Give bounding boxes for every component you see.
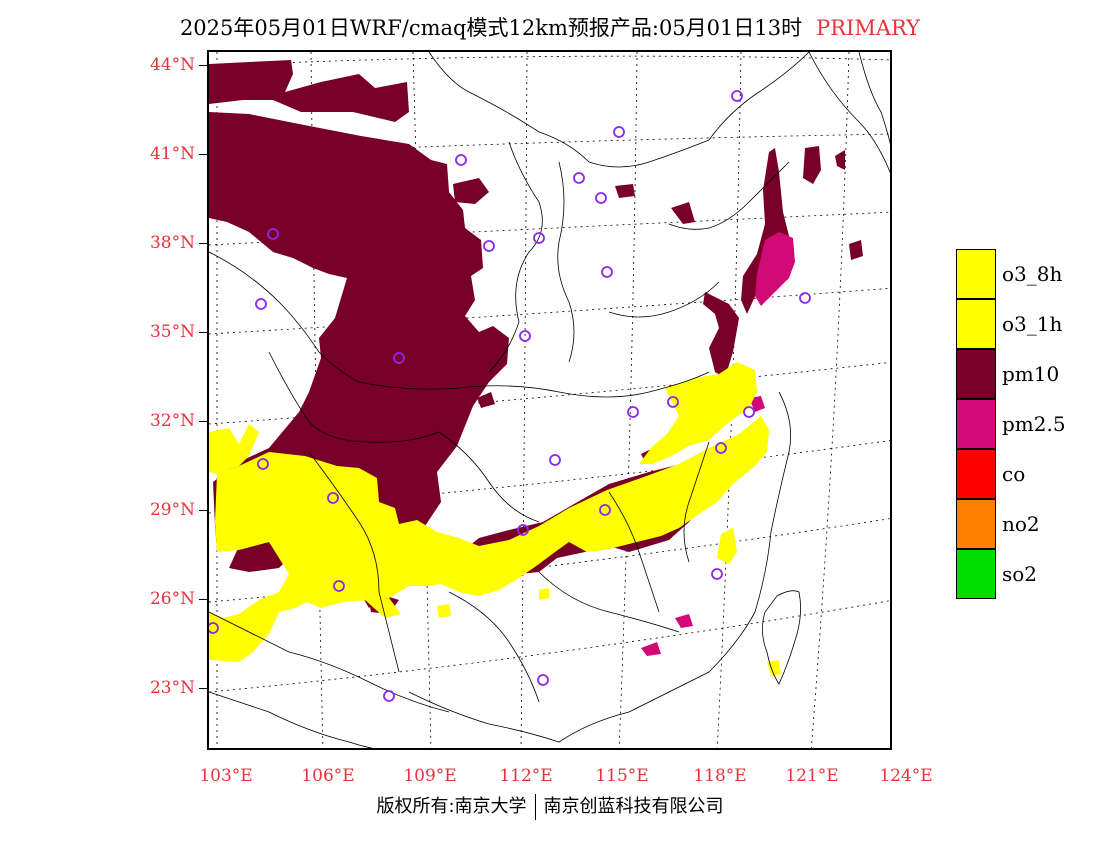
station-marker (667, 396, 679, 408)
legend-swatch (956, 349, 996, 399)
lat-label-44: 44°N (149, 55, 195, 75)
legend-swatch (956, 399, 996, 449)
station-markers (209, 90, 811, 702)
map-canvas (209, 52, 890, 748)
lon-label-103: 103°E (199, 766, 253, 786)
copyright-left: 版权所有:南京大学 (376, 796, 527, 817)
axis-tick (199, 510, 207, 511)
legend-label: co (1002, 462, 1026, 486)
title-text: 2025年05月01日WRF/cmaq模式12km预报产品:05月01日13时 (179, 16, 803, 40)
station-marker (601, 266, 613, 278)
lat-label-41: 41°N (149, 144, 195, 164)
legend-swatch (956, 299, 996, 349)
lat-label-35: 35°N (149, 322, 195, 342)
station-marker (333, 580, 345, 592)
copyright-footer: 版权所有:南京大学 南京创蓝科技有限公司 (0, 792, 1100, 820)
station-marker (731, 90, 743, 102)
station-marker (537, 674, 549, 686)
station-marker (533, 232, 545, 244)
lat-label-26: 26°N (149, 589, 195, 609)
legend-label: no2 (1002, 512, 1040, 536)
legend-label: pm10 (1002, 362, 1060, 386)
station-marker (255, 298, 267, 310)
axis-tick (199, 688, 207, 689)
legend-swatch (956, 249, 996, 299)
lon-label-109: 109°E (403, 766, 457, 786)
station-marker (743, 406, 755, 418)
legend-label: o3_8h (1002, 262, 1063, 286)
map-frame (207, 50, 892, 750)
station-marker (393, 352, 405, 364)
axis-tick (199, 243, 207, 244)
o3-regions (209, 362, 781, 676)
station-marker (711, 568, 723, 580)
legend-swatch (956, 549, 996, 599)
lon-label-115: 115°E (595, 766, 649, 786)
station-marker (599, 504, 611, 516)
lon-label-124: 124°E (879, 766, 933, 786)
lon-label-121: 121°E (785, 766, 839, 786)
boundaries (209, 52, 890, 748)
primary-tag: PRIMARY (816, 16, 921, 40)
station-marker (517, 524, 529, 536)
axis-tick (199, 421, 207, 422)
station-marker (455, 154, 467, 166)
station-marker (573, 172, 585, 184)
legend-swatch (956, 449, 996, 499)
station-marker (613, 126, 625, 138)
axis-tick (199, 599, 207, 600)
station-marker (715, 442, 727, 454)
lat-label-38: 38°N (149, 233, 195, 253)
station-marker (327, 492, 339, 504)
legend-label: pm2.5 (1002, 412, 1066, 436)
station-marker (549, 454, 561, 466)
station-marker (595, 192, 607, 204)
legend-label: o3_1h (1002, 312, 1063, 336)
lon-label-106: 106°E (301, 766, 355, 786)
station-marker (799, 292, 811, 304)
lat-label-32: 32°N (149, 411, 195, 431)
lat-label-29: 29°N (149, 500, 195, 520)
station-marker (267, 228, 279, 240)
station-marker (209, 622, 219, 634)
axis-tick (199, 154, 207, 155)
station-marker (257, 458, 269, 470)
axis-tick (199, 332, 207, 333)
copyright-right: 南京创蓝科技有限公司 (543, 796, 724, 817)
station-marker (519, 330, 531, 342)
taiwan-outline (762, 590, 801, 685)
station-marker (383, 690, 395, 702)
footer-separator (534, 794, 536, 820)
station-marker (483, 240, 495, 252)
lon-label-118: 118°E (693, 766, 747, 786)
axis-tick (199, 65, 207, 66)
chart-title: 2025年05月01日WRF/cmaq模式12km预报产品:05月01日13时 P… (0, 12, 1100, 42)
legend-swatch (956, 499, 996, 549)
station-marker (627, 406, 639, 418)
legend-label: so2 (1002, 562, 1038, 586)
lat-label-23: 23°N (149, 678, 195, 698)
lon-label-112: 112°E (499, 766, 553, 786)
